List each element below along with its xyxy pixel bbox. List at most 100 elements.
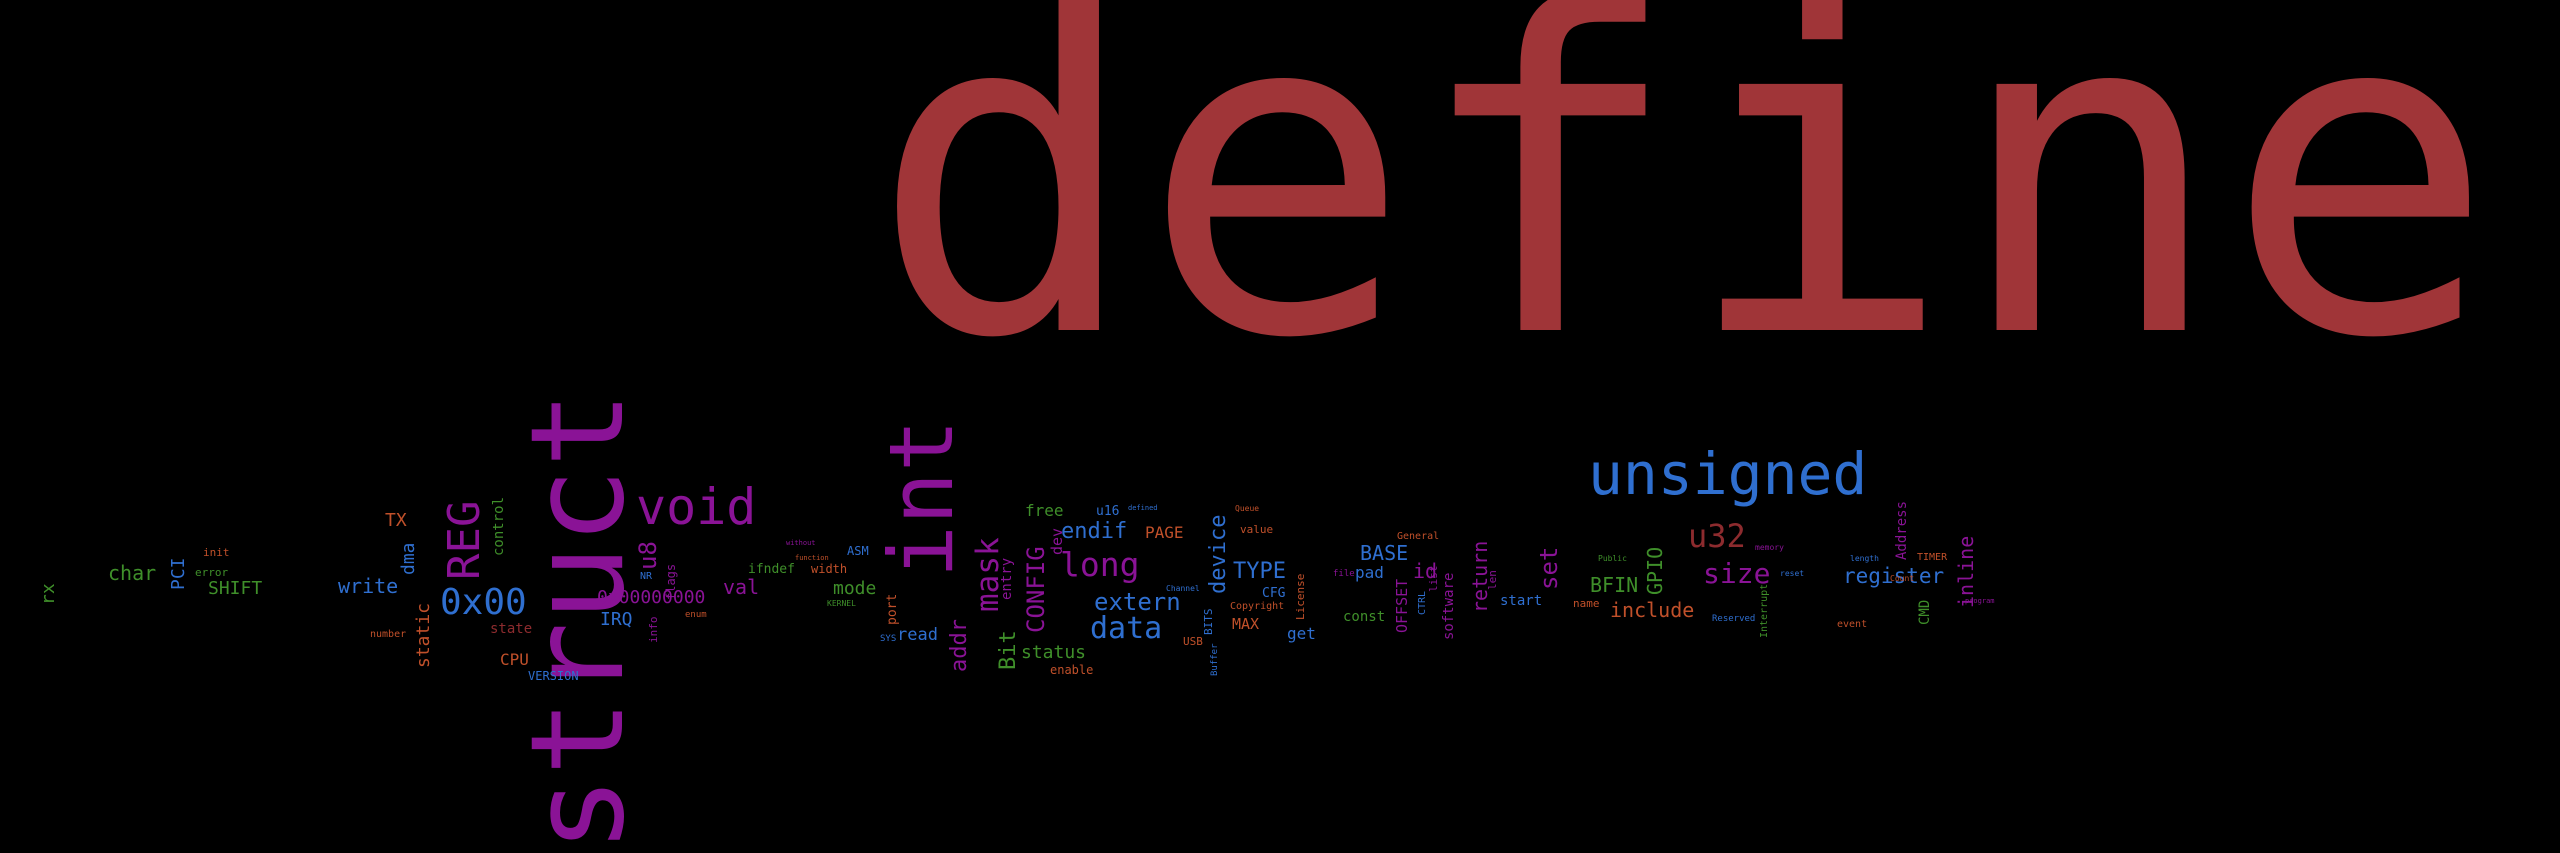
word-rx: rx xyxy=(38,583,59,605)
word-channel: Channel xyxy=(1166,584,1200,593)
word-data: data xyxy=(1090,611,1163,646)
word-char: char xyxy=(108,561,157,585)
word-page: PAGE xyxy=(1145,523,1184,542)
word-endif: endif xyxy=(1061,519,1128,544)
word-dma: dma xyxy=(398,542,419,575)
word-base: BASE xyxy=(1360,541,1409,565)
word-enum: enum xyxy=(685,610,707,620)
word-0x00: 0x00 xyxy=(440,582,527,623)
word-interrupt: Interrupt xyxy=(1759,583,1770,638)
word-u16: u16 xyxy=(1096,504,1120,519)
word-config: CONFIG xyxy=(1022,546,1050,633)
word-cpu: CPU xyxy=(500,650,529,669)
word-unsigned: unsigned xyxy=(1588,440,1868,508)
word-public: Public xyxy=(1598,554,1627,563)
word-bit: Bit xyxy=(996,630,1021,670)
word-software: software xyxy=(1441,572,1457,640)
word-include: include xyxy=(1610,598,1695,622)
word-name: name xyxy=(1573,597,1600,610)
word-write: write xyxy=(338,574,399,598)
word-len: len xyxy=(1486,570,1499,590)
word-event: event xyxy=(1837,619,1868,630)
word-reset: reset xyxy=(1780,569,1805,578)
word-address: Address xyxy=(1894,500,1910,560)
word-timer: TIMER xyxy=(1917,552,1948,563)
word-bfin: BFIN xyxy=(1590,573,1639,597)
word-kernel: KERNEL xyxy=(827,599,856,608)
word-port: port xyxy=(885,593,900,625)
word-offset: OFFSET xyxy=(1393,578,1411,633)
word-set: set xyxy=(1535,546,1563,590)
word-pad: pad xyxy=(1355,563,1384,582)
word-length: length xyxy=(1850,554,1879,563)
word-entry: entry xyxy=(999,557,1015,600)
word-program: program xyxy=(1965,597,1995,605)
word-pci: PCI xyxy=(168,557,189,590)
word-asm: ASM xyxy=(847,544,869,558)
word-gpio: GPIO xyxy=(1643,546,1667,595)
word-general: General xyxy=(1397,531,1440,542)
word-u8: u8 xyxy=(634,541,662,570)
word-id: id xyxy=(1413,559,1438,583)
word-tx: TX xyxy=(385,510,407,531)
word-max: MAX xyxy=(1232,615,1260,633)
word-free: free xyxy=(1025,501,1064,520)
word-get: get xyxy=(1287,624,1316,643)
word-cmd: CMD xyxy=(1917,599,1933,625)
word-ctrl: CTRL xyxy=(1417,590,1428,615)
word-size: size xyxy=(1703,557,1771,590)
word-width: width xyxy=(811,562,848,576)
word-val: val xyxy=(723,575,760,599)
word-ifndef: ifndef xyxy=(748,562,795,577)
word-defined: defined xyxy=(1128,504,1158,512)
word-license: License xyxy=(1294,573,1307,620)
word-status: status xyxy=(1021,642,1087,663)
word-device: device xyxy=(1206,514,1231,594)
word-version: VERSION xyxy=(528,669,579,683)
word-info: info xyxy=(647,616,660,644)
word-reg: REG xyxy=(439,500,490,580)
word-reserved: Reserved xyxy=(1712,614,1756,624)
word-long: long xyxy=(1060,545,1140,584)
word-number: number xyxy=(370,629,407,640)
word-enable: enable xyxy=(1050,663,1094,677)
word-init: init xyxy=(203,546,230,559)
word-bits: BITS xyxy=(1202,608,1215,636)
word-u32: u32 xyxy=(1688,517,1746,555)
word-addr: addr xyxy=(947,619,972,672)
word-void: void xyxy=(636,478,757,536)
word-copyright: Copyright xyxy=(1230,601,1285,612)
word-value: value xyxy=(1240,523,1274,536)
word-type: TYPE xyxy=(1233,559,1286,584)
word-queue: Queue xyxy=(1235,504,1260,513)
word-dev: dev xyxy=(1048,527,1066,555)
word-sys: SYS xyxy=(880,634,897,644)
word-control: control xyxy=(491,496,507,556)
word-shift: SHIFT xyxy=(208,578,263,599)
word-static: static xyxy=(413,602,434,668)
word-usb: USB xyxy=(1183,635,1203,648)
word-irq: IRQ xyxy=(600,609,633,630)
word-file: file xyxy=(1333,569,1355,579)
word-state: state xyxy=(490,621,533,637)
word-buffer: Buffer xyxy=(1210,643,1220,676)
word-error: error xyxy=(195,566,229,579)
word-extern: extern xyxy=(1094,588,1181,616)
word-start: start xyxy=(1500,593,1543,609)
word-read: read xyxy=(897,625,938,645)
word-define: define xyxy=(870,0,2496,437)
word-register: register xyxy=(1843,564,1945,588)
word-int: int xyxy=(870,419,973,578)
word-without: without xyxy=(786,539,816,547)
word-count: Count xyxy=(1890,574,1915,583)
word-list: list xyxy=(1427,565,1440,593)
word-0x00000000: 0x00000000 xyxy=(597,587,706,608)
word-mode: mode xyxy=(833,578,877,599)
word-const: const xyxy=(1343,609,1386,625)
word-nr: NR xyxy=(640,571,653,582)
word-flags: flags xyxy=(664,563,678,600)
word-cfg: CFG xyxy=(1262,586,1286,601)
word-memory: memory xyxy=(1755,543,1784,552)
word-function: function xyxy=(795,554,829,562)
